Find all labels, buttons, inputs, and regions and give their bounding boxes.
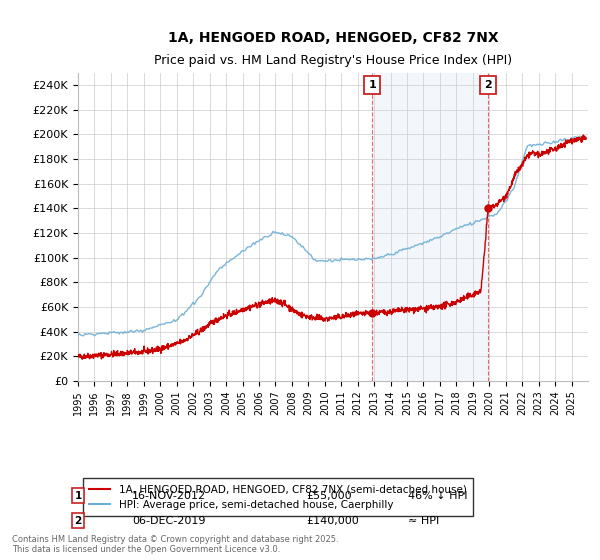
Text: ≈ HPI: ≈ HPI bbox=[408, 516, 439, 526]
Legend: 1A, HENGOED ROAD, HENGOED, CF82 7NX (semi-detached house), HPI: Average price, s: 1A, HENGOED ROAD, HENGOED, CF82 7NX (sem… bbox=[83, 478, 473, 516]
Text: £140,000: £140,000 bbox=[306, 516, 359, 526]
Text: 06-DEC-2019: 06-DEC-2019 bbox=[132, 516, 205, 526]
Text: Price paid vs. HM Land Registry's House Price Index (HPI): Price paid vs. HM Land Registry's House … bbox=[154, 54, 512, 67]
Text: 46% ↓ HPI: 46% ↓ HPI bbox=[408, 491, 467, 501]
Title: 1A, HENGOED ROAD, HENGOED, CF82 7NX: 1A, HENGOED ROAD, HENGOED, CF82 7NX bbox=[167, 31, 499, 45]
Text: 2: 2 bbox=[74, 516, 82, 526]
Text: 1: 1 bbox=[74, 491, 82, 501]
Text: 1: 1 bbox=[368, 80, 376, 90]
Text: £55,000: £55,000 bbox=[306, 491, 352, 501]
Text: 2: 2 bbox=[484, 80, 492, 90]
Text: Contains HM Land Registry data © Crown copyright and database right 2025.
This d: Contains HM Land Registry data © Crown c… bbox=[12, 535, 338, 554]
Bar bbox=[372, 73, 488, 381]
Text: 16-NOV-2012: 16-NOV-2012 bbox=[132, 491, 206, 501]
